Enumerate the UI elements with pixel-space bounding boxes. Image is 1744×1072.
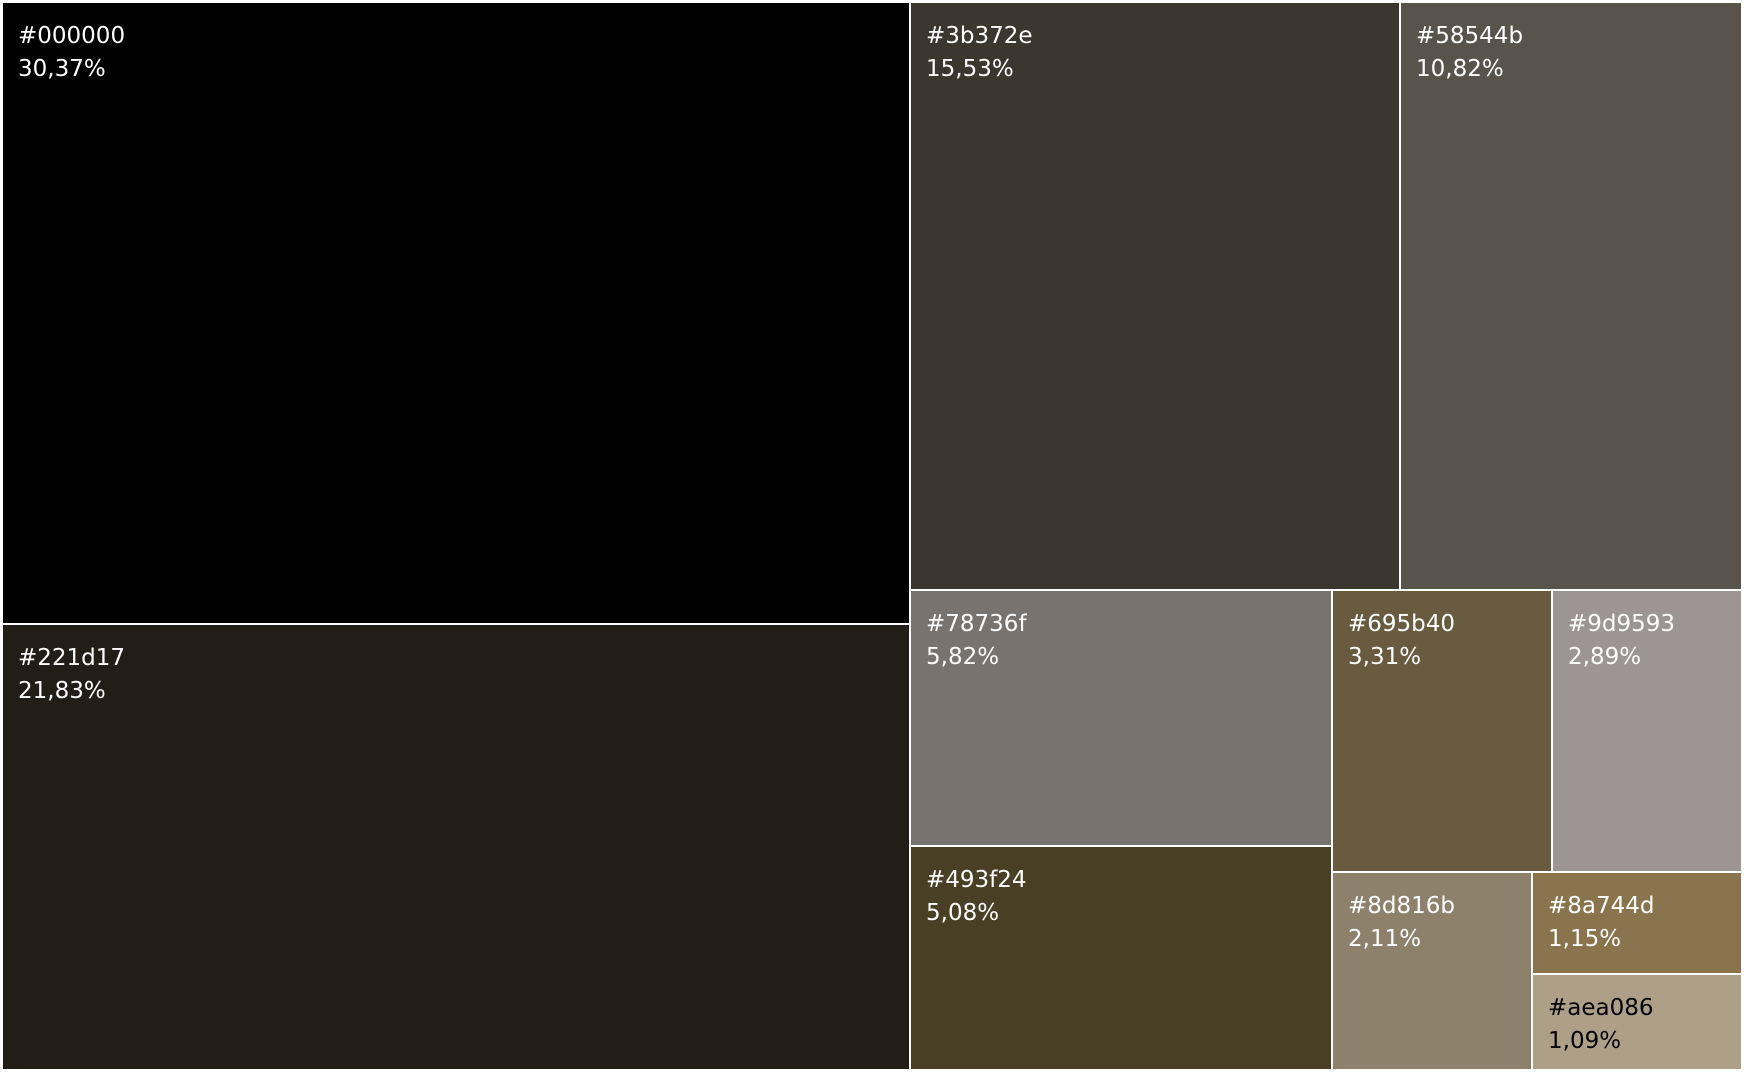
treemap-cell-label: #221d17 [18, 645, 125, 671]
treemap-cell-value: 2,11% [1348, 926, 1421, 952]
treemap-cell-value: 1,09% [1548, 1028, 1621, 1054]
treemap-cell: #3b372e 15,53% [909, 1, 1401, 591]
treemap-cell-rect [1531, 973, 1743, 1071]
treemap-cell-rect [1, 623, 911, 1071]
treemap-cell-value: 30,37% [18, 56, 106, 82]
treemap-cell: #aea086 1,09% [1531, 973, 1743, 1071]
treemap-cell: #78736f 5,82% [909, 589, 1333, 847]
treemap-cell-label: #493f24 [926, 867, 1027, 893]
treemap-cell-label: #78736f [926, 611, 1027, 637]
treemap-cell-label: #8d816b [1348, 893, 1455, 919]
treemap-cell-rect [909, 589, 1333, 847]
treemap-cell-value: 3,31% [1348, 644, 1421, 670]
treemap-cell-label: #000000 [18, 23, 125, 49]
treemap-cell: #695b40 3,31% [1331, 589, 1553, 873]
treemap-cell: #58544b 10,82% [1399, 1, 1743, 591]
treemap-cell-value: 21,83% [18, 678, 106, 704]
treemap-cell-label: #3b372e [926, 23, 1033, 49]
treemap-cell: #000000 30,37% [1, 1, 911, 625]
treemap-cell-rect [1399, 1, 1743, 591]
treemap-cell: #493f24 5,08% [909, 845, 1333, 1071]
treemap-cell-rect [909, 845, 1333, 1071]
treemap-cell-rect [1331, 871, 1533, 1071]
treemap-cell: #8a744d 1,15% [1531, 871, 1743, 975]
treemap-cell-label: #aea086 [1548, 995, 1654, 1021]
treemap-cell-rect [1331, 589, 1553, 873]
treemap-cell-value: 2,89% [1568, 644, 1641, 670]
treemap-cell-value: 5,82% [926, 644, 999, 670]
treemap-cell: #9d9593 2,89% [1551, 589, 1743, 873]
treemap-cell-label: #8a744d [1548, 893, 1655, 919]
treemap-cell-rect [909, 1, 1401, 591]
treemap-cell-value: 1,15% [1548, 926, 1621, 952]
treemap-cell-value: 10,82% [1416, 56, 1504, 82]
treemap-cell-rect [1551, 589, 1743, 873]
treemap-cell-value: 5,08% [926, 900, 999, 926]
treemap-cell-value: 15,53% [926, 56, 1014, 82]
treemap-cell-label: #58544b [1416, 23, 1523, 49]
treemap-cell-label: #695b40 [1348, 611, 1455, 637]
treemap-cell-rect [1, 1, 911, 625]
treemap-cell-label: #9d9593 [1568, 611, 1675, 637]
treemap-cell: #8d816b 2,11% [1331, 871, 1533, 1071]
treemap-cell: #221d17 21,83% [1, 623, 911, 1071]
treemap-cell-rect [1531, 871, 1743, 975]
